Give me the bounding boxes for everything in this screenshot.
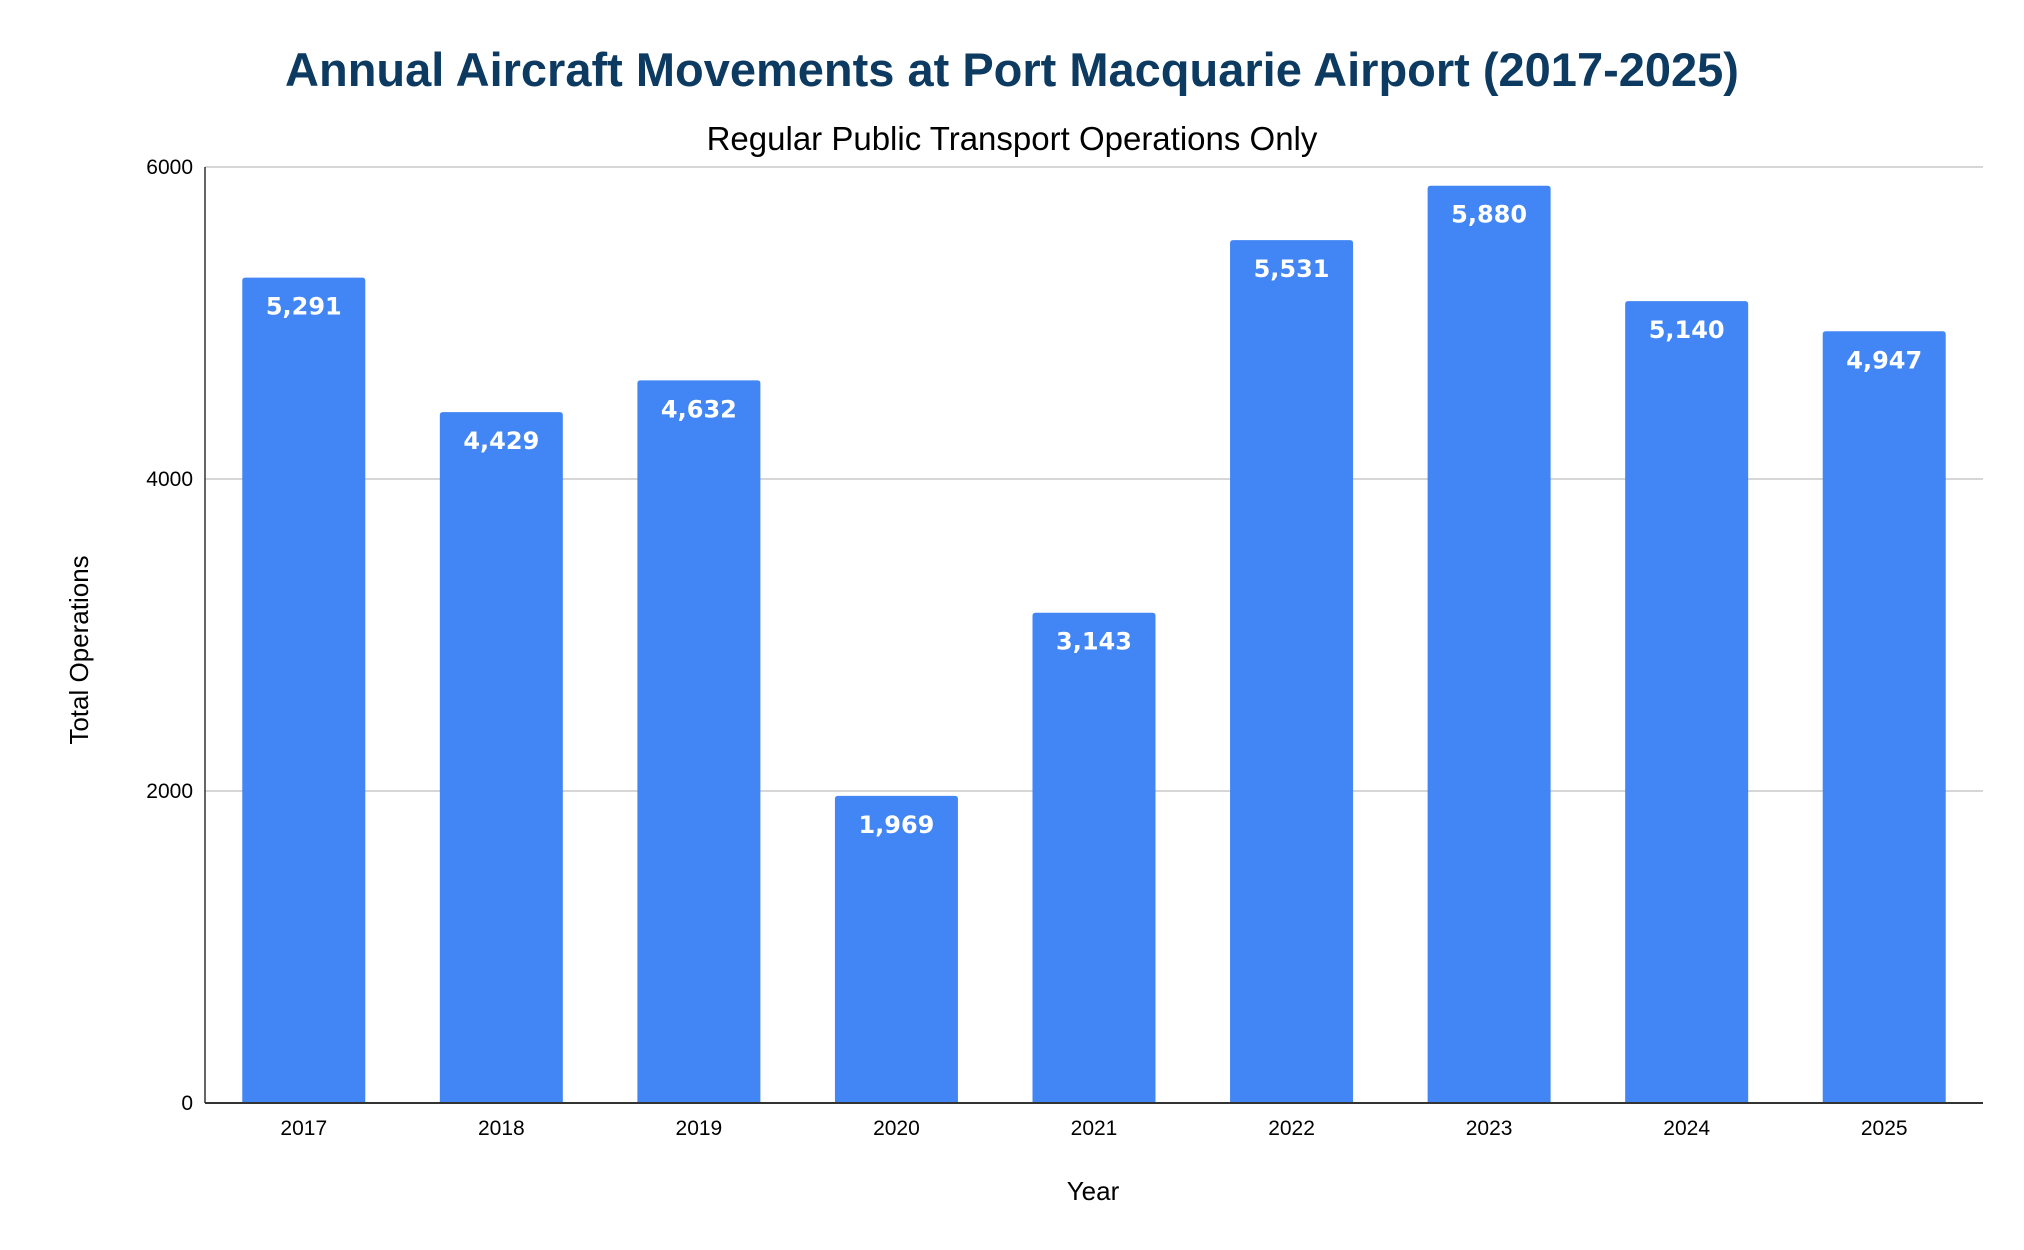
bar <box>1822 331 1946 1103</box>
y-tick-label: 2000 <box>146 780 193 803</box>
bar <box>1230 240 1354 1103</box>
y-tick-label: 0 <box>181 1092 193 1115</box>
bar <box>834 795 958 1103</box>
chart-subtitle: Regular Public Transport Operations Only <box>706 120 1318 157</box>
axes: 0 2000 4000 6000 2017 2018 2019 2020 2021 2022 202… <box>146 156 1983 1140</box>
x-tick-label: 2021 <box>1071 1117 1118 1140</box>
data-label: 5,291 <box>266 293 342 321</box>
x-axis-title: Year <box>1067 1176 1120 1206</box>
data-label: 4,429 <box>463 427 539 455</box>
x-tick-label: 2017 <box>280 1117 327 1140</box>
x-tick-label: 2019 <box>676 1117 723 1140</box>
bar <box>242 277 366 1103</box>
data-label: 3,143 <box>1056 628 1132 656</box>
data-label: 5,531 <box>1254 255 1330 283</box>
chart-title: Annual Aircraft Movements at Port Macqua… <box>285 43 1739 96</box>
x-tick-label: 2018 <box>478 1117 525 1140</box>
y-tick-label: 6000 <box>146 156 193 179</box>
x-tick-label: 2022 <box>1268 1117 1315 1140</box>
data-label: 4,947 <box>1846 346 1922 374</box>
x-tick-label: 2025 <box>1861 1117 1908 1140</box>
bar <box>1032 612 1156 1103</box>
y-tick-label: 4000 <box>146 468 193 491</box>
bar <box>1427 185 1551 1104</box>
data-label: 5,140 <box>1649 316 1725 344</box>
bar <box>637 380 761 1104</box>
x-tick-label: 2023 <box>1466 1117 1513 1140</box>
data-label: 1,969 <box>858 811 934 839</box>
y-axis-title: Total Operations <box>64 555 94 744</box>
data-labels: 5,291 4,429 4,632 1,969 3,143 5,531 5,880 5,140… <box>266 201 1922 839</box>
data-label: 4,632 <box>661 395 737 423</box>
x-tick-label: 2020 <box>873 1117 920 1140</box>
bar <box>1625 301 1749 1103</box>
x-tick-label: 2024 <box>1663 1117 1710 1140</box>
bars <box>242 185 1946 1104</box>
bar <box>439 412 563 1103</box>
data-label: 5,880 <box>1451 201 1527 229</box>
